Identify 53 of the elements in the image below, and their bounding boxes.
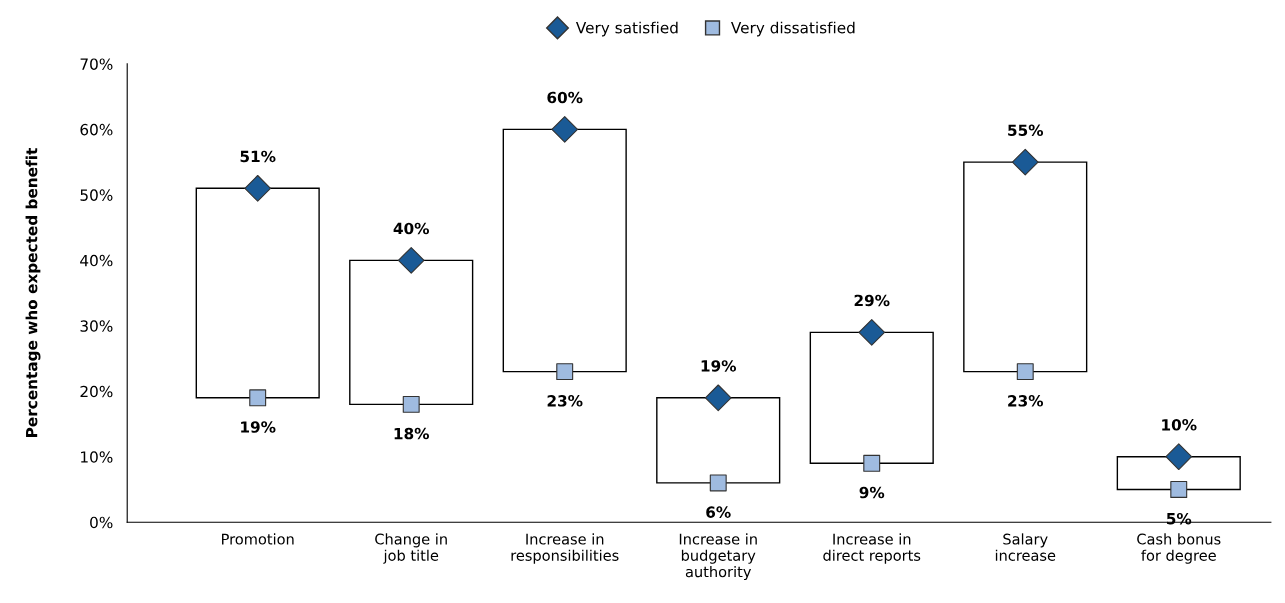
x-tick-label: Increase in responsibilities — [511, 533, 619, 564]
y-tick-label: 20% — [80, 385, 113, 398]
data-label: 29% — [854, 294, 890, 307]
point — [863, 454, 881, 472]
bar — [1116, 456, 1241, 491]
data-label: 5% — [1166, 512, 1192, 525]
bar — [349, 259, 474, 406]
y-tick-label: 10% — [81, 451, 113, 463]
data-label: 23% — [1008, 395, 1044, 407]
point — [244, 174, 272, 202]
point — [556, 363, 574, 381]
data-label: 6% — [706, 506, 731, 518]
x-tick-label: Increase in direct reports — [823, 533, 921, 564]
data-label: 23% — [547, 395, 583, 407]
point — [1011, 148, 1039, 176]
legend-label: Very dissatisfied — [730, 21, 855, 37]
point — [704, 384, 732, 412]
data-label: 19% — [241, 421, 276, 433]
y-axis-title: Percentage who expected benefit — [25, 148, 41, 437]
y-tick-label: 50% — [80, 189, 113, 201]
bar — [195, 187, 320, 399]
data-label: 18% — [394, 427, 430, 440]
bar — [809, 331, 934, 464]
y-tick-label: 40% — [80, 254, 113, 267]
x-tick-label: Salary increase — [995, 533, 1056, 561]
bar — [963, 161, 1088, 373]
y-tick-label: 60% — [80, 123, 113, 136]
point — [1016, 363, 1034, 381]
data-label: 19% — [701, 360, 737, 372]
point — [858, 318, 886, 346]
point — [1170, 480, 1188, 498]
point — [402, 395, 420, 413]
point — [709, 474, 727, 492]
data-label: 51% — [240, 150, 276, 163]
legend-label: Very satisfied — [575, 21, 678, 37]
bar — [656, 397, 781, 484]
bar — [502, 128, 627, 373]
data-label: 10% — [1162, 419, 1197, 431]
x-tick-label: Cash bonus for degree — [1137, 533, 1221, 564]
y-tick-label: 70% — [80, 58, 113, 70]
data-label: 40% — [393, 222, 430, 235]
x-tick-label: Change in job title — [375, 533, 447, 564]
y-tick-label: 30% — [80, 320, 113, 332]
x-tick-label: Increase in budgetary authority — [679, 533, 757, 581]
point — [551, 116, 579, 143]
y-tick-label: 0% — [90, 516, 113, 529]
point — [249, 389, 267, 407]
x-tick-label: Promotion — [222, 533, 294, 545]
data-label: 55% — [1008, 124, 1044, 136]
data-label: 9% — [859, 486, 885, 499]
data-label: 60% — [547, 91, 583, 104]
point — [1165, 443, 1193, 471]
point — [397, 246, 425, 274]
